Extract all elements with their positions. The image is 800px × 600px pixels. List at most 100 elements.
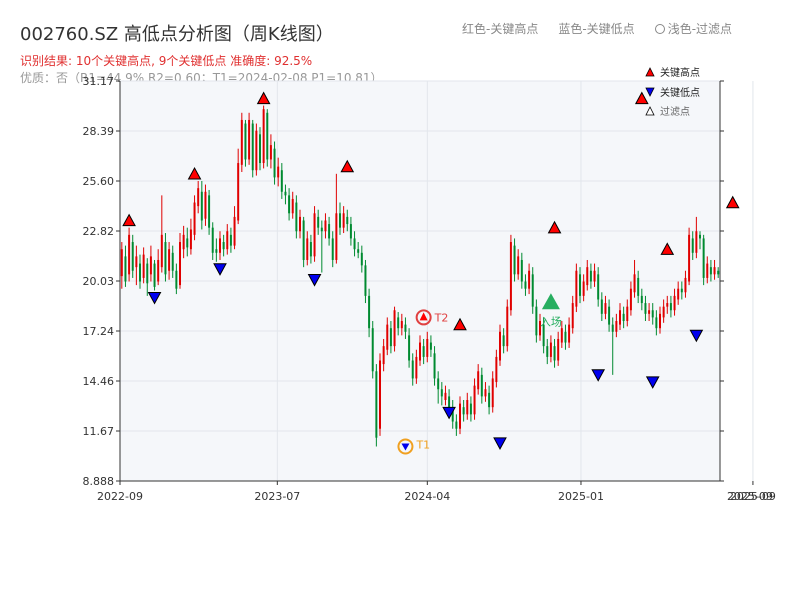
candle-body [389,328,392,347]
candle-body [673,295,676,311]
marker-layer: T1 T2 入场 [122,91,740,455]
candle-body [433,353,436,379]
candle-body [295,202,298,232]
candle-body [560,328,563,343]
candle-body [528,270,531,289]
candle-body [553,346,556,361]
candle-body [313,213,316,257]
y-tick-label: 28.39 [83,125,115,138]
candle-body [586,267,589,286]
candle-body [695,231,698,253]
candle-body [164,242,167,275]
t2-marker [415,309,432,326]
candle-body [375,371,378,438]
candle-body [284,191,287,196]
y-tick-label: 22.82 [83,225,115,238]
candle-body [473,385,476,415]
candle-body [633,274,636,293]
candle-body [320,227,323,232]
candle-body [448,396,451,408]
candle-body [542,324,545,347]
candle-body [168,249,171,271]
x-tick-label: 2023-07 [254,490,300,503]
low-marker [307,274,322,287]
candle-body [357,249,360,253]
candle-body [520,259,523,282]
candle-body [233,216,236,246]
candle-body [335,213,338,260]
candle-series [120,105,720,447]
candle-body [291,198,294,214]
candle-body [480,374,483,397]
candle-body [244,123,247,160]
candle-body [648,310,651,314]
candle-body [459,403,461,429]
candle-body [211,227,214,253]
candle-body [571,303,574,329]
candle-body [579,274,581,296]
high-marker [187,166,202,180]
candle-body [353,238,356,250]
candle-body [466,400,469,415]
candle-body [226,231,229,250]
t1-label: T1 [415,438,430,451]
candle-body [699,234,701,239]
y-tick-label: 8.888 [83,475,115,488]
candle-body [444,392,447,401]
legend-light-item: 浅色-过滤点 [654,20,732,37]
result-summary: 识别结果: 10个关键高点, 9个关键低点 准确度: 92.5% [20,54,313,68]
circle-icon [654,23,665,34]
high-marker [340,159,355,173]
candle-body [339,213,341,228]
candle-body [208,195,211,228]
candle-body [179,242,181,286]
candle-body [440,389,443,397]
candle-body [189,229,192,250]
high-marker [725,195,740,209]
candle-body [549,342,552,357]
candle-body [262,109,265,164]
y-tick-label: 25.60 [83,175,115,188]
candle-body [299,216,301,232]
candle-body [317,216,320,228]
candle-body [182,234,185,250]
candle-body [197,188,200,207]
y-tick-label: 11.67 [83,425,115,438]
candle-body [451,407,454,422]
candle-body [229,234,232,246]
candle-body [499,331,501,361]
candle-body [175,270,178,289]
x-tick-label-overlap: 2025-09 [727,490,773,503]
candle-body [328,224,331,239]
candle-body [382,346,385,365]
candle-body [237,163,240,221]
legend-low-label: 关键低点 [660,86,700,99]
candle-body [215,249,218,253]
candle-body [684,277,687,293]
candle-body [626,306,629,322]
candle-body [680,288,683,293]
candle-body [688,234,691,282]
candle-body [273,148,276,178]
x-tick-label: 2025-01 [558,490,604,503]
candle-body [302,220,305,260]
candle-body [142,254,145,278]
candle-body [706,263,709,278]
candle-body [248,119,251,160]
candle-body [120,249,123,277]
low-marker [442,406,456,420]
candle-body [259,134,261,164]
candle-body [342,213,345,228]
candle-body [455,421,458,429]
high-marker [547,220,562,234]
candle-body [640,295,643,304]
low-marker [689,329,704,343]
candle-body [149,256,152,275]
candle-body [288,195,291,214]
candle-body [669,303,672,311]
x-tick-label: 2025-09 [730,490,776,503]
candle-body [255,130,258,171]
header-legend: 红色-关键高点 蓝色-关键低点 浅色-过滤点 [462,20,732,37]
low-marker [591,369,606,382]
candle-body [709,267,712,275]
